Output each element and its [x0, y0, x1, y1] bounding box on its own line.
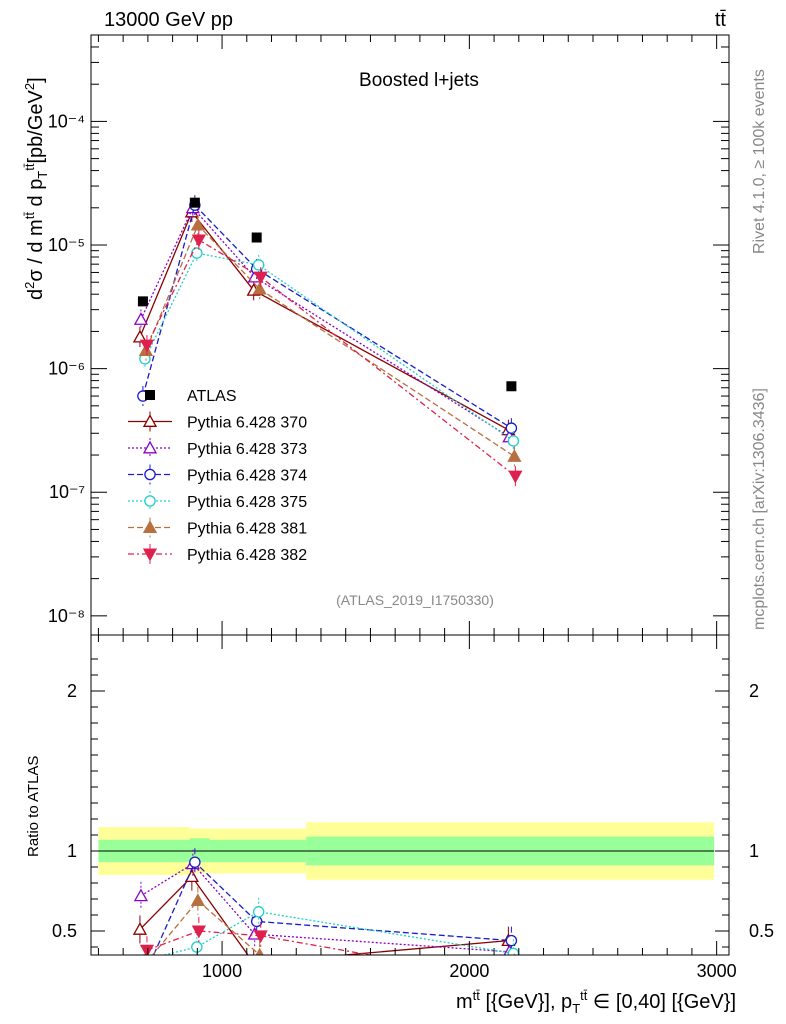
- y-tick-label: 10⁻⁴: [48, 111, 85, 131]
- series-point: [133, 312, 149, 325]
- ratio-series-line: [146, 930, 374, 955]
- ratio-x-ticks: 1000 2000 3000: [97, 635, 737, 981]
- legend-label: Pythia 6.428 373: [187, 441, 307, 458]
- legend-label: ATLAS: [187, 388, 237, 405]
- ratio-point: [141, 954, 149, 955]
- series-point: [252, 281, 267, 295]
- ratio-point: [508, 962, 520, 973]
- series-point: [507, 449, 522, 462]
- x-tick-label: 2000: [449, 961, 489, 981]
- atlas-data-point: [189, 197, 200, 208]
- ratio-point: [252, 906, 265, 918]
- plot-title: Boosted l+jets: [359, 70, 479, 91]
- series-line: [140, 206, 510, 438]
- main-frame: [90, 34, 730, 636]
- ratio-series-line: [139, 875, 509, 955]
- y-tick-label: 10⁻⁶: [48, 359, 85, 379]
- analysis-tag: (ATLAS_2019_I1750330): [336, 592, 494, 608]
- ratio-point: [132, 922, 148, 935]
- ratio-y-tick-label-right: 1: [749, 841, 759, 861]
- ratio-point: [133, 888, 149, 902]
- ratio-series-line: [151, 899, 273, 955]
- ratio-point: [505, 934, 518, 947]
- series-point: [505, 422, 518, 434]
- series-line: [142, 203, 512, 429]
- series-line: [146, 238, 516, 477]
- ratio-point: [138, 974, 148, 984]
- ratio-y-tick-label: 0.5: [52, 921, 77, 941]
- legend-marker: [142, 440, 158, 454]
- legend-marker: [144, 468, 156, 481]
- legend-marker: [144, 495, 156, 507]
- ratio-point: [509, 976, 521, 987]
- ratio-series-line: [161, 911, 514, 955]
- ratio-point: [189, 856, 201, 868]
- x-tick-label: 3000: [697, 961, 737, 981]
- ratio-point: [248, 957, 260, 968]
- ratio-point: [507, 947, 520, 955]
- series-point: [139, 339, 155, 353]
- ratio-y-ticks: 0.5 0.5 1 1 2 2: [52, 658, 774, 948]
- mcplots-url-label: mcplots.cern.ch [arXiv:1306.3436]: [751, 388, 768, 630]
- atlas-data-point: [137, 296, 148, 307]
- x-tick-label: 1000: [202, 961, 242, 981]
- ratio-point: [191, 925, 206, 939]
- series-point: [191, 234, 206, 248]
- ratio-band-inner: [189, 838, 210, 863]
- ratio-point: [255, 947, 264, 955]
- legend-marker: [145, 390, 155, 400]
- legend-label: Pythia 6.428 375: [187, 494, 307, 511]
- series-point: [132, 329, 148, 343]
- main-y-axis-label: d2σ / d mtt̄ d pTtt̄[pb/GeV2]: [22, 77, 50, 300]
- header-right: tt̄: [715, 9, 727, 31]
- header-left: 13000 GeV pp: [104, 9, 233, 31]
- ratio-point: [139, 944, 155, 955]
- ratio-series-line: [152, 861, 512, 955]
- series-point: [190, 217, 205, 231]
- legend-label: Pythia 6.428 370: [187, 415, 307, 432]
- series-point: [253, 271, 268, 285]
- series-point: [252, 259, 265, 271]
- series-point: [191, 247, 203, 259]
- main-plot-area: [132, 195, 523, 487]
- legend-label: Pythia 6.428 382: [187, 547, 307, 564]
- legend-label: Pythia 6.428 381: [187, 521, 307, 538]
- ratio-point: [253, 930, 268, 944]
- series-point: [507, 435, 520, 447]
- ratio-point: [140, 957, 152, 968]
- atlas-data-point: [251, 232, 262, 243]
- ratio-y-axis-label: Ratio to ATLAS: [25, 756, 42, 857]
- series-point: [508, 470, 523, 484]
- ratio-frame: [90, 634, 730, 956]
- ratio-point: [190, 893, 205, 907]
- legend-marker: [142, 520, 158, 533]
- x-axis-label: mtt̄ [{GeV}], pTtt̄ ∈ [0,40] [{GeV}]: [456, 988, 736, 1016]
- ratio-plot-area: [98, 822, 715, 987]
- legend-marker: [142, 548, 158, 562]
- atlas-data-point: [506, 381, 517, 392]
- legend-label: Pythia 6.428 374: [187, 468, 307, 485]
- legend: ATLAS Pythia 6.428 370 Pythia 6.428 373 Pyt…: [128, 388, 307, 564]
- ratio-y-tick-label: 1: [67, 841, 77, 861]
- y-tick-label: 10⁻⁷: [49, 482, 85, 502]
- series-line: [145, 223, 515, 457]
- rivet-version-label: Rivet 4.1.0, ≥ 100k events: [751, 69, 768, 254]
- ratio-y-tick-label: 2: [67, 681, 77, 701]
- ratio-panel: 0.5 0.5 1 1 2 2 1000 2000 3000 Ratio to ATLAS: [25, 634, 774, 987]
- legend-marker: [142, 414, 158, 427]
- ratio-y-tick-label-right: 0.5: [749, 921, 774, 941]
- y-tick-label: 10⁻⁸: [48, 606, 85, 626]
- main-y-ticks: 10⁻⁸ 10⁻⁷ 10⁻⁶ 10⁻⁵ 10⁻⁴: [48, 46, 729, 626]
- y-tick-label: 10⁻⁵: [48, 235, 85, 255]
- main-x-ticks: [97, 35, 718, 635]
- main-panel: 10⁻⁸ 10⁻⁷ 10⁻⁶ 10⁻⁵ 10⁻⁴ Boosted l+jets (ATL…: [22, 34, 730, 636]
- ratio-y-tick-label-right: 2: [749, 681, 759, 701]
- series-line: [144, 252, 514, 442]
